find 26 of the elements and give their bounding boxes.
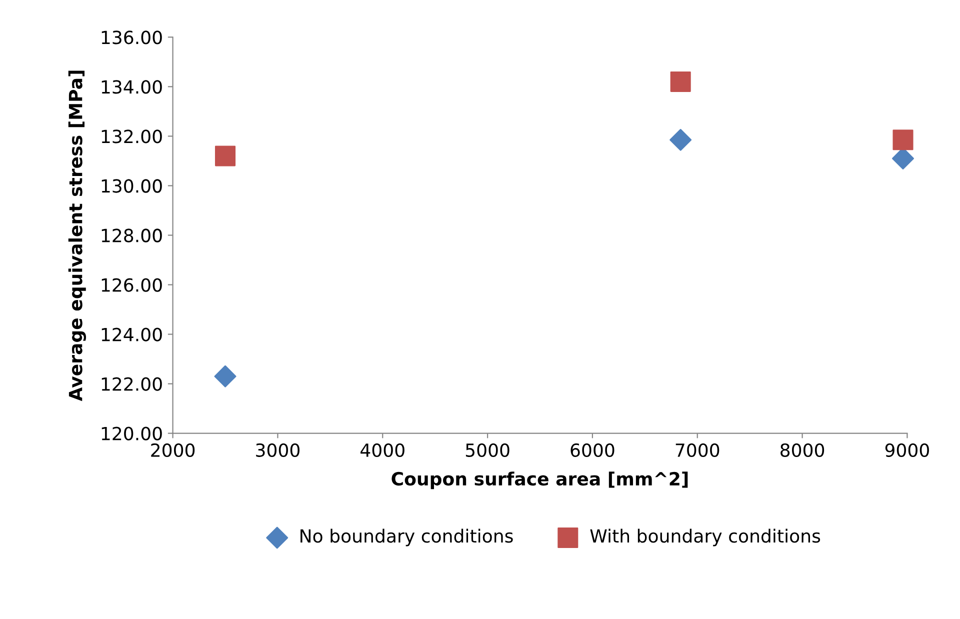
point (892, 130, 914, 150)
legend-label: No boundary conditions (300, 528, 513, 546)
y-tick-label: 132.00 (102, 130, 162, 144)
x-axis-title: Coupon surface area [mm^2] (392, 472, 688, 490)
y-tick-label: 124.00 (102, 328, 162, 342)
y-tick-label: 130.00 (102, 179, 162, 193)
x-tick-label: 4000 (360, 443, 404, 457)
x-tick-label: 5000 (466, 443, 510, 457)
y-tick-label: 136.00 (102, 30, 162, 44)
y-tick-label: 122.00 (102, 377, 162, 391)
x-tick-label: 3000 (256, 443, 300, 457)
y-tick-label: 128.00 (102, 228, 162, 242)
x-tick-label: 7000 (676, 443, 720, 457)
y-tick-label: 134.00 (102, 80, 162, 94)
point (214, 365, 236, 388)
x-tick-label: 2000 (151, 443, 195, 457)
point (670, 128, 692, 151)
y-tick-label: 120.00 (102, 426, 162, 440)
point (214, 146, 236, 166)
y-tick-label: 126.00 (102, 278, 162, 292)
x-tick-label: 8000 (780, 443, 824, 457)
point (670, 71, 691, 92)
x-tick-label: 6000 (570, 443, 614, 457)
legend-label: With boundary conditions (590, 528, 820, 546)
x-tick-label: 9000 (885, 443, 929, 457)
y-axis-title: Average equivalent stress [MPa] (68, 70, 86, 402)
